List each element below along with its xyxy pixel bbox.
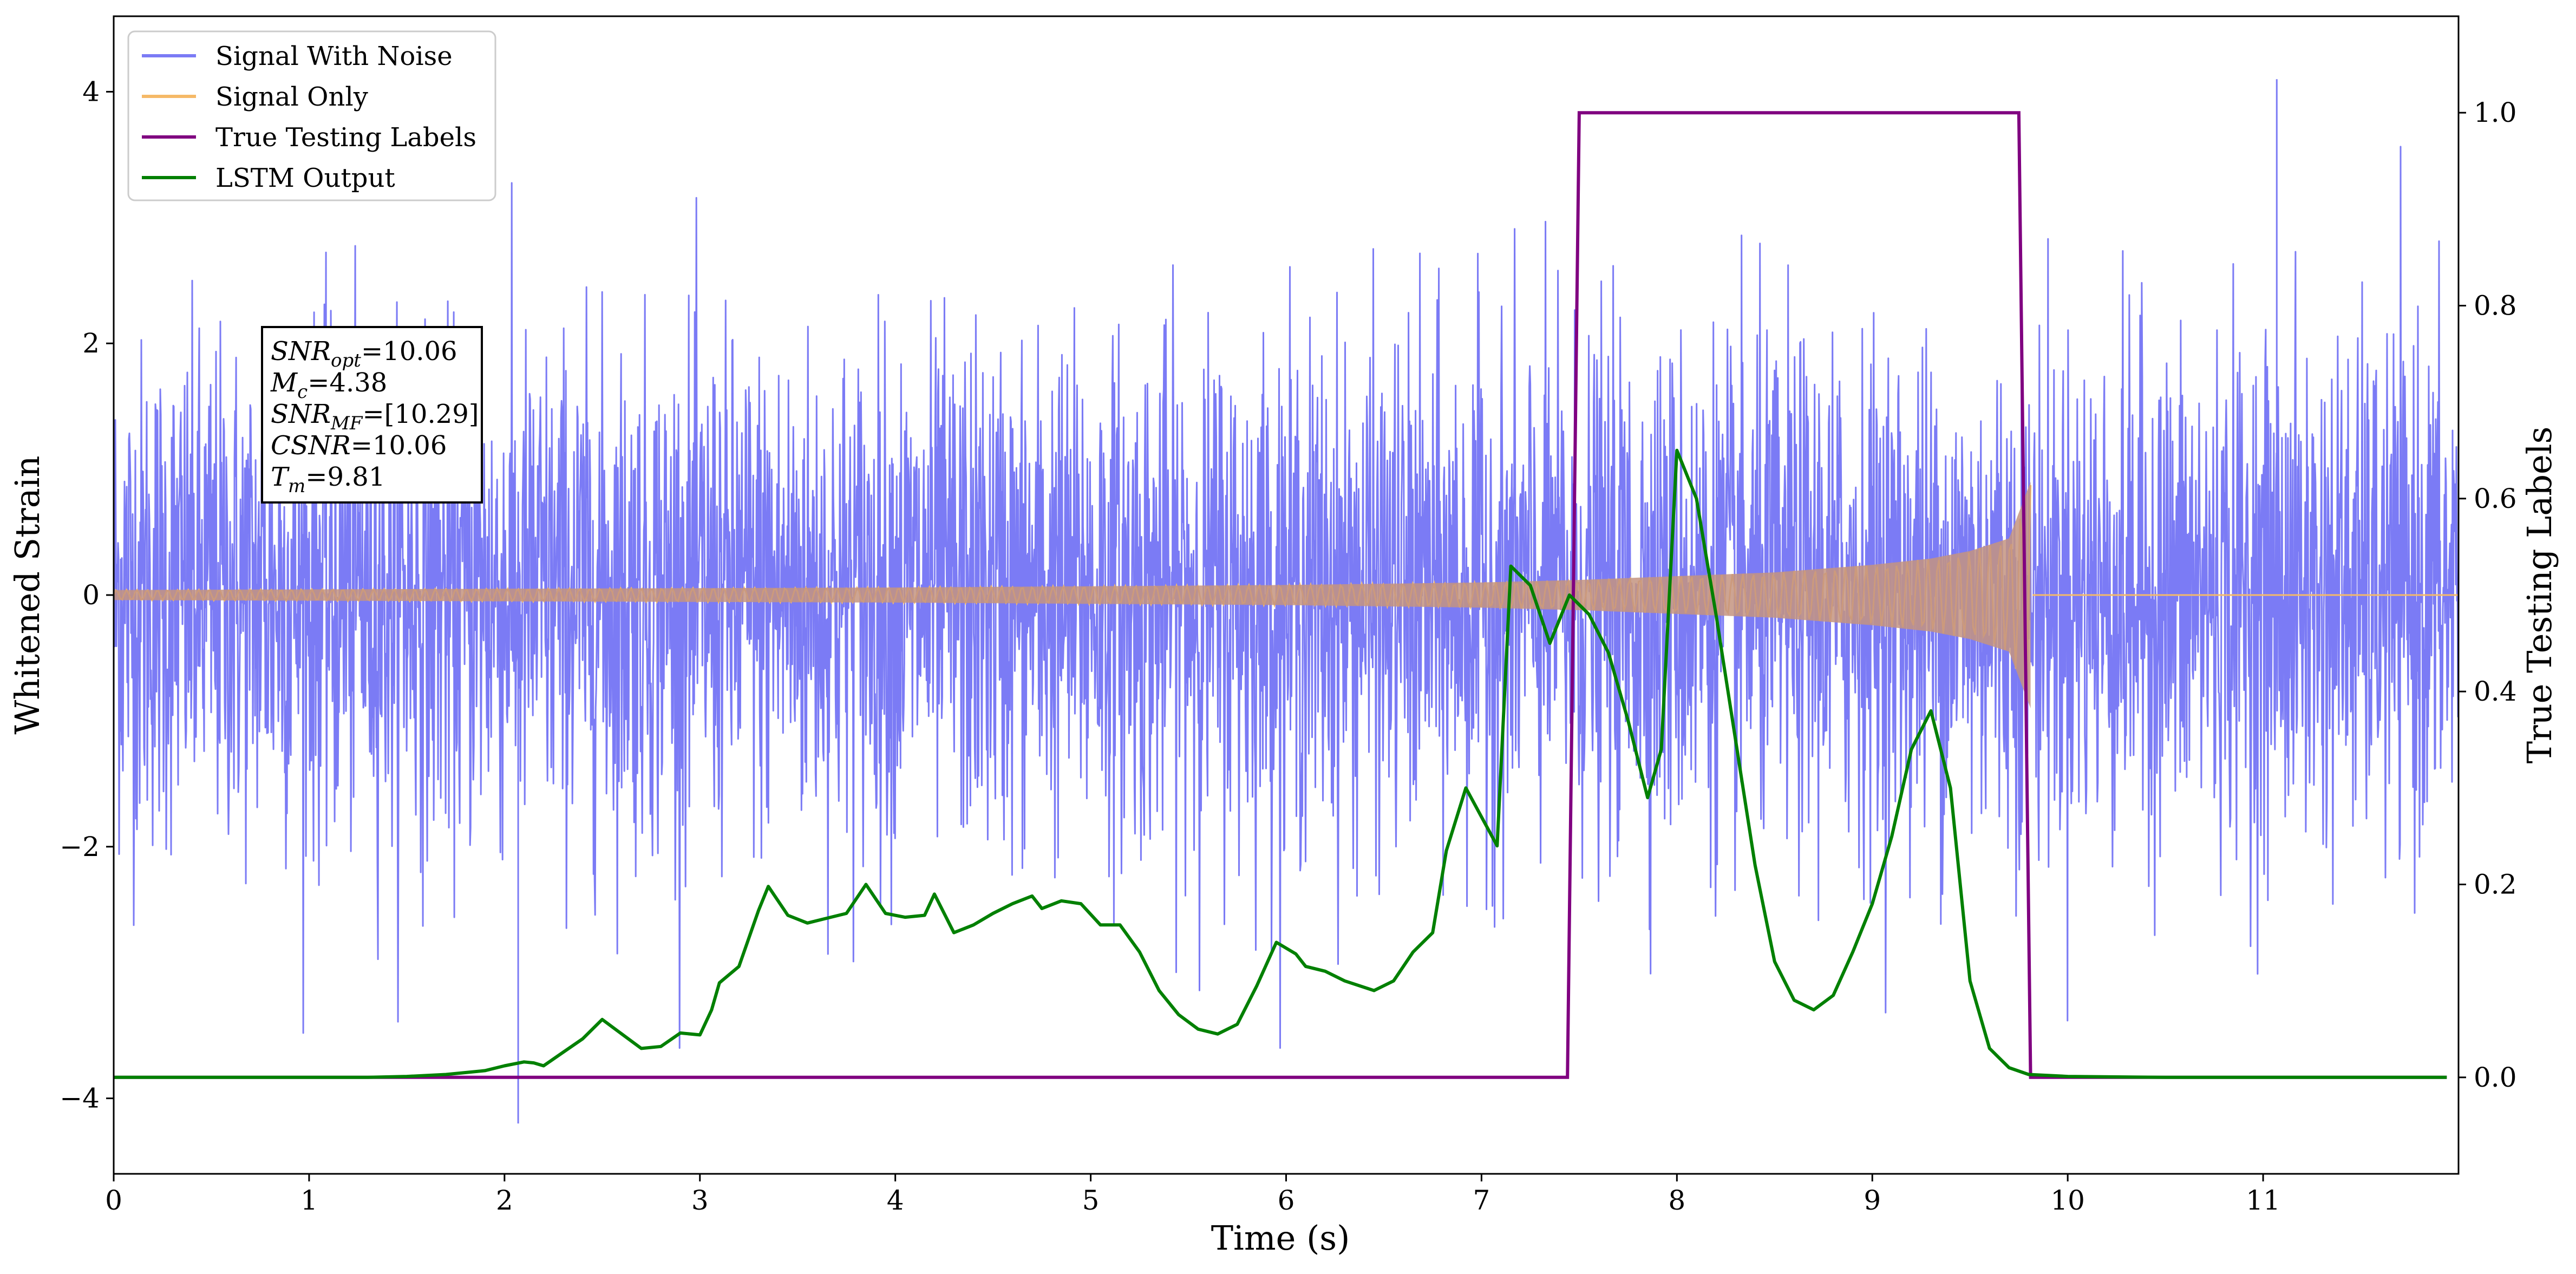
x-tick-label: 8 <box>1668 1185 1685 1216</box>
y2-axis-label: True Testing Labels <box>2520 427 2559 764</box>
annotation-frame <box>261 326 483 504</box>
x-tick-label: 6 <box>1278 1185 1295 1216</box>
annotation-value: =9.81 <box>305 462 385 492</box>
series-signal-with-noise <box>114 79 2459 1123</box>
plot-area <box>114 79 2459 1123</box>
legend-entry: True Testing Labels <box>215 122 476 153</box>
annotation-symbol: CSNR <box>271 430 351 461</box>
series-signal-only-overlap <box>114 481 2031 709</box>
legend: Signal With Noise Signal Only True Testing… <box>127 30 496 201</box>
y-axis-left: −4 −2 0 2 4 <box>60 76 114 1114</box>
legend-entry: Signal Only <box>215 82 368 112</box>
annotation-line: CSNR=10.06 <box>271 430 447 461</box>
y-tick-label: 0 <box>82 579 100 611</box>
y-tick-label: −2 <box>60 831 100 863</box>
y2-tick-label: 1.0 <box>2474 97 2517 128</box>
annotation-subscript: c <box>297 381 308 403</box>
y-tick-label: −4 <box>60 1083 100 1114</box>
x-tick-label: 9 <box>1864 1185 1881 1216</box>
annotation-symbol: SNR <box>271 399 331 429</box>
x-tick-label: 3 <box>691 1185 709 1216</box>
annotation-line: Mc=4.38 <box>270 368 387 403</box>
y2-tick-label: 0.2 <box>2474 869 2517 900</box>
annotation-value: =[10.29] <box>362 399 479 429</box>
annotation-subscript: opt <box>331 350 361 371</box>
annotation-symbol: T <box>271 462 290 492</box>
annotation-line: SNRopt=10.06 <box>271 336 457 371</box>
annotation-line: SNRMF=[10.29] <box>271 399 479 434</box>
y2-tick-label: 0.0 <box>2474 1062 2517 1093</box>
annotation-value: =4.38 <box>308 368 387 398</box>
annotation-symbol: M <box>270 368 298 398</box>
y2-tick-label: 0.6 <box>2474 483 2517 514</box>
y-tick-label: 2 <box>82 328 100 359</box>
legend-frame <box>127 30 496 201</box>
y-tick-label: 4 <box>82 76 100 107</box>
legend-entry: LSTM Output <box>215 163 395 193</box>
y2-tick-label: 0.4 <box>2474 676 2517 707</box>
annotation-symbol: SNR <box>271 336 331 367</box>
x-tick-label: 5 <box>1082 1185 1100 1216</box>
y-axis-label: Whitened Strain <box>8 456 47 735</box>
x-axis-label: Time (s) <box>1211 1218 1350 1258</box>
y-axis-right: 0.0 0.2 0.4 0.6 0.8 1.0 <box>2459 97 2517 1093</box>
x-tick-label: 10 <box>2050 1185 2085 1216</box>
x-tick-label: 11 <box>2246 1185 2280 1216</box>
annotation-value: =10.06 <box>361 336 457 367</box>
x-tick-label: 0 <box>105 1185 122 1216</box>
y2-tick-label: 0.8 <box>2474 290 2517 322</box>
x-tick-label: 7 <box>1473 1185 1490 1216</box>
x-tick-label: 2 <box>496 1185 513 1216</box>
annotation-box: SNRopt=10.06Mc=4.38SNRMF=[10.29]CSNR=10.… <box>261 326 483 504</box>
x-tick-label: 4 <box>887 1185 904 1216</box>
annotation-subscript: MF <box>330 413 363 434</box>
annotation-value: =10.06 <box>351 430 447 461</box>
x-axis: 0 1 2 3 4 5 6 7 8 9 10 11 <box>105 1174 2280 1216</box>
annotation-subscript: m <box>288 475 305 497</box>
legend-entry: Signal With Noise <box>215 41 453 71</box>
x-tick-label: 1 <box>300 1185 318 1216</box>
series-lstm-output <box>114 448 2447 1079</box>
annotation-line: Tm=9.81 <box>271 462 385 497</box>
